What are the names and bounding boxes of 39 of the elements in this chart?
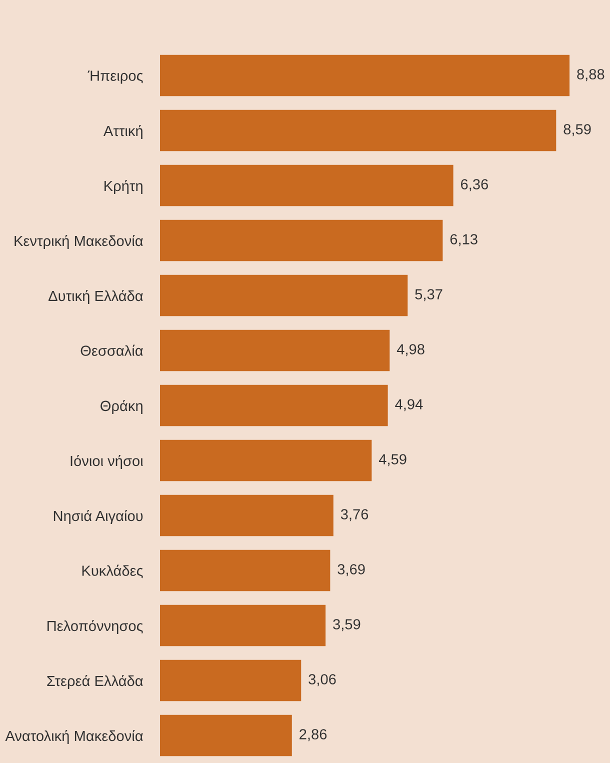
y-tick-label: Ανατολική Μακεδονία [5, 730, 143, 744]
y-tick-label: Ήπειρος [88, 70, 143, 84]
data-label: 4,94 [395, 399, 423, 412]
bar [160, 54, 570, 96]
bar [160, 220, 443, 262]
bar [160, 440, 372, 482]
y-tick-label: Νησιά Αιγαίου [54, 510, 143, 524]
y-tick-label: Πελοπόννησος [48, 620, 143, 634]
y-tick-label: Κυκλάδες [82, 564, 143, 578]
bar [160, 604, 326, 646]
bar [160, 714, 292, 756]
y-tick-label: Κεντρική Μακεδονία [14, 235, 143, 250]
data-label: 2,86 [300, 729, 327, 742]
y-tick-label: Κρήτη [104, 180, 142, 194]
bar [160, 494, 334, 536]
data-label: 4,59 [378, 454, 406, 466]
data-label: 3,69 [338, 564, 365, 576]
bar [160, 110, 556, 152]
data-label: 3,06 [308, 674, 336, 686]
data-label: 3,76 [340, 509, 368, 522]
data-label: 6,13 [450, 234, 478, 246]
data-label: 4,98 [396, 344, 424, 356]
y-tick-label: Στερεά Ελλάδα [47, 675, 143, 690]
bar [160, 274, 408, 316]
y-tick-label: Ιόνιοι νήσοι [70, 455, 143, 470]
bar [160, 164, 454, 206]
data-label: 5,37 [415, 289, 442, 302]
data-label: 8,88 [577, 69, 604, 82]
y-tick-label: Δυτική Ελλάδα [48, 290, 143, 304]
data-label: 8,59 [564, 124, 591, 136]
y-tick-label: Αττική [103, 125, 142, 140]
bar [160, 330, 390, 372]
data-label: 6,36 [460, 179, 488, 192]
bar [160, 550, 330, 592]
bar [160, 660, 302, 702]
data-label: 3,59 [333, 619, 360, 632]
y-tick-label: Θράκη [100, 400, 142, 414]
bar [160, 384, 388, 426]
y-tick-label: Θεσσαλία [80, 344, 143, 356]
